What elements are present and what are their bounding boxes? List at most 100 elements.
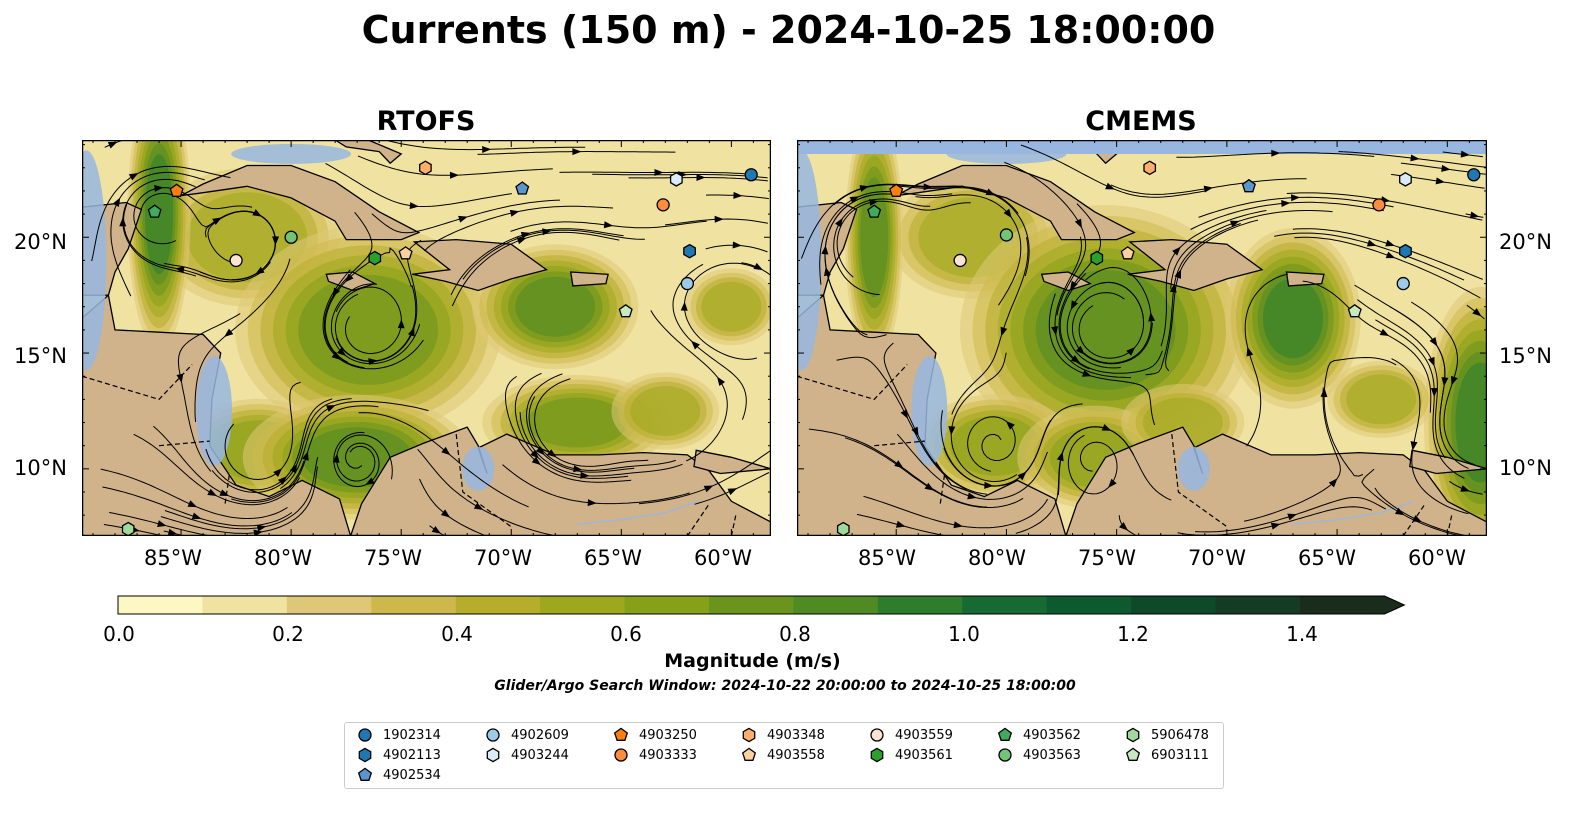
panel-title-rtofs: RTOFS (376, 106, 476, 137)
flow-arrow (1070, 300, 1079, 310)
flow-arrow (1000, 326, 1008, 337)
float-marker-4903348 (1143, 160, 1157, 176)
colorbar-segment (1215, 596, 1301, 614)
lon-label-75w-left: 75°W (364, 546, 422, 570)
colorbar-segment (118, 596, 203, 614)
legend-marker (613, 727, 629, 741)
flow-arrow (1460, 485, 1470, 492)
pentagon-marker-icon (613, 727, 629, 741)
legend-item-4903561: 4903561 (869, 747, 953, 763)
hexagon-marker-icon (1126, 727, 1140, 743)
flow-arrow (953, 521, 963, 529)
legend-label: 4903562 (1023, 727, 1081, 743)
flow-arrow (520, 231, 531, 239)
land-jamaica (1040, 271, 1092, 292)
flow-arrow (572, 148, 582, 156)
flow-arrow (733, 191, 743, 199)
shallow-water (797, 140, 1487, 154)
flow-arrow (967, 492, 977, 500)
land-cuba (180, 164, 421, 241)
panel-title-cmems: CMEMS (1085, 106, 1197, 137)
float-marker-4903562 (147, 204, 162, 218)
legend-marker (357, 767, 373, 781)
flow-arrow (154, 184, 164, 192)
colorbar-segment (202, 596, 288, 614)
flow-arrow (1148, 312, 1156, 322)
country-border (797, 364, 908, 401)
float-marker-4902609 (680, 276, 695, 291)
flow-arrow (703, 485, 714, 493)
float-marker-4902534 (515, 181, 530, 195)
flow-arrow (948, 426, 956, 436)
legend-item-4902113: 4902113 (357, 747, 441, 763)
speed-contour (630, 385, 701, 436)
flow-arrow (603, 221, 614, 229)
legend-label: 4902534 (383, 767, 441, 783)
flow-arrow (1003, 208, 1012, 219)
legend-marker (870, 728, 884, 742)
flow-arrow (1290, 194, 1301, 202)
legend-item-6903111: 6903111 (1125, 747, 1209, 763)
legend-item-1902314: 1902314 (357, 727, 441, 743)
country-border (939, 473, 946, 504)
legend-item-5906478: 5906478 (1125, 727, 1209, 743)
flow-arrow (727, 488, 738, 496)
flow-arrow (458, 215, 468, 223)
flow-arrow (547, 449, 557, 458)
flow-arrow (332, 453, 340, 463)
flow-arrow (821, 245, 829, 255)
circle-marker-icon (998, 748, 1012, 762)
flow-arrow (1017, 471, 1027, 481)
flow-arrow (191, 512, 202, 520)
legend-marker (358, 747, 372, 763)
flow-arrow (573, 465, 583, 473)
legend-item-4903558: 4903558 (741, 747, 825, 763)
colorbar-tick: 0.0 (103, 622, 135, 646)
legend-marker (998, 748, 1012, 762)
hexagon-marker-icon (870, 747, 884, 763)
flow-arrow (654, 169, 664, 176)
country-border (730, 515, 737, 536)
float-marker-4902113 (683, 243, 696, 259)
speed-contour (1035, 269, 1176, 390)
legend-item-4903348: 4903348 (741, 727, 825, 743)
flow-arrow (224, 328, 234, 338)
flow-arrow (289, 463, 298, 474)
flow-arrow (1126, 347, 1136, 356)
float-marker-4903333 (656, 198, 670, 212)
flow-arrow (984, 481, 994, 489)
flow-arrow (895, 520, 906, 528)
flow-arrow (187, 500, 198, 508)
float-marker-4903333 (1372, 198, 1386, 212)
colorbar (117, 595, 1406, 615)
legend-item-4903333: 4903333 (613, 747, 697, 763)
river (1292, 500, 1415, 526)
flow-arrow (344, 273, 354, 283)
flow-arrow (869, 198, 879, 206)
flow-arrow (580, 471, 590, 479)
flow-arrow (107, 141, 118, 149)
flow-arrow (326, 405, 336, 412)
lon-label-80w-right: 80°W (968, 546, 1026, 570)
hexagon-marker-icon (358, 747, 372, 763)
float-marker-5906478 (836, 521, 850, 536)
legend-marker (614, 748, 628, 762)
flow-arrow (691, 340, 700, 350)
flow-arrow (207, 488, 217, 497)
land-venezuela-north (693, 449, 771, 475)
speed-contour (515, 276, 596, 337)
legend-label: 4903333 (639, 747, 697, 763)
flow-arrow (449, 171, 459, 179)
lat-label-20n-left: 20°N (14, 230, 67, 254)
colorbar-label: Magnitude (m/s) (664, 650, 841, 672)
legend-label: 4903250 (639, 727, 697, 743)
legend-item-4903562: 4903562 (997, 727, 1081, 743)
lat-label-15n-right: 15°N (1499, 344, 1552, 368)
flow-arrow (1451, 375, 1458, 386)
colorbar-segment (1131, 596, 1217, 614)
flow-arrow (1460, 150, 1470, 158)
search-window-caption: Glider/Argo Search Window: 2024-10-22 20… (494, 678, 1076, 694)
shallow-water (462, 446, 495, 491)
pentagon-marker-icon (1125, 747, 1141, 761)
flow-arrow (119, 217, 127, 227)
